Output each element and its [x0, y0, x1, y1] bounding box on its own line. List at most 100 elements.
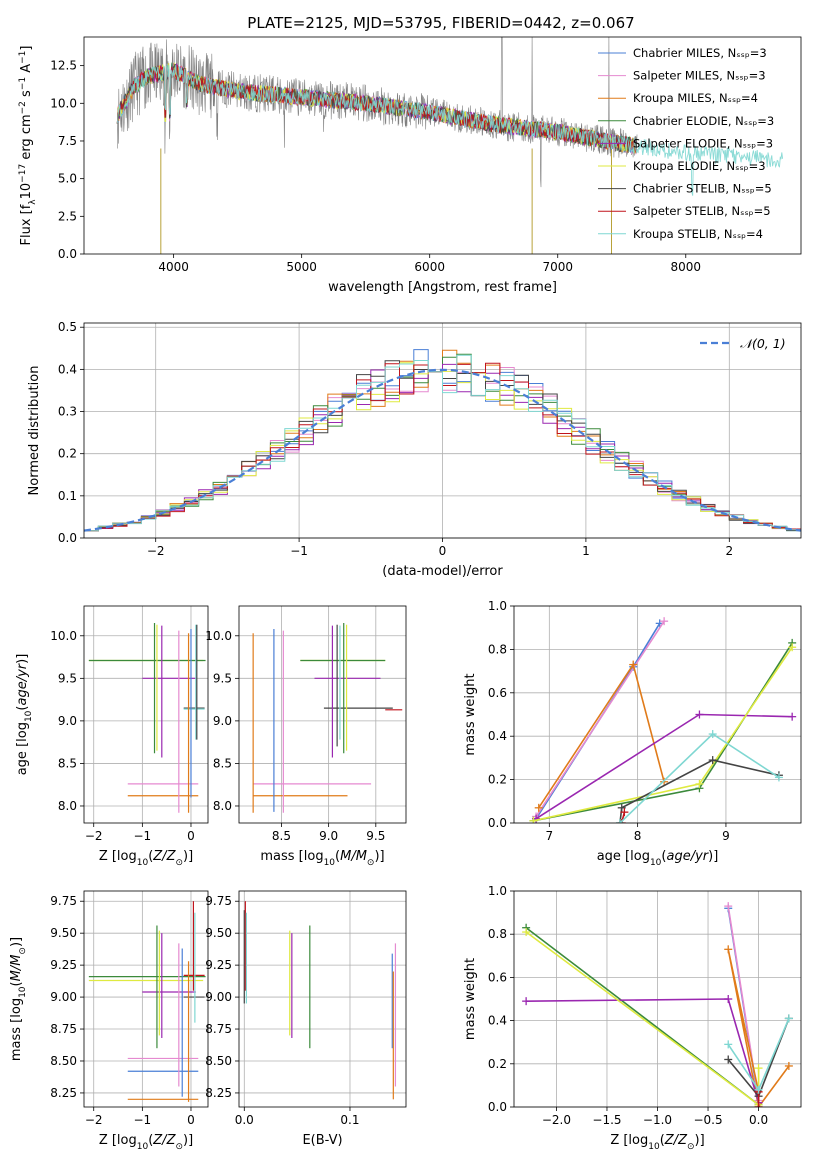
weight-vs-age-plot-area: 7 8 9 0.0 0.2 0.4 0.6 0.8 1.0 age [log10(age/yr)]…: [463, 599, 802, 868]
y-axis-label: mass [log10(M/M⊙)]: [9, 937, 28, 1061]
y-tick-label: 9.5: [213, 671, 232, 685]
label-part: )]: [9, 937, 24, 947]
label-part: 10: [24, 710, 34, 722]
x-tick-label: 2: [725, 544, 733, 558]
y-tick-label: 0.6: [488, 686, 507, 700]
label-part: erg cm: [19, 114, 34, 163]
label-part: age [log: [597, 849, 650, 864]
legend-label: Salpeter MILES, Nₛₛₚ=3: [633, 69, 766, 83]
legend-label: Chabrier STELIB, Nₛₛₚ=5: [633, 182, 772, 196]
plot-content: [529, 617, 797, 823]
y-tick-label: 0.3: [58, 405, 77, 419]
mass-vs-ebv-plot-area: 0.0 0.1 8.25 8.50 8.75 9.00 9.25 9.50 9.75 E(B-V): [205, 890, 407, 1148]
histogram-legend: 𝒩(0, 1): [700, 336, 786, 351]
y-axis-label: mass weight: [463, 958, 478, 1040]
y-tick-label: 8.50: [205, 1054, 232, 1068]
histogram-plot-area: −2 −1 0 1 2 0.0 0.1 0.2 0.3 0.4 0.5 (data-model)/er…: [27, 320, 802, 579]
spectrum-title: PLATE=2125, MJD=53795, FIBERID=0442, z=0…: [247, 14, 634, 32]
y-tick-label: 9.00: [50, 990, 77, 1004]
y-tick-label: 8.0: [213, 799, 232, 813]
label-part: )]: [15, 654, 30, 664]
y-tick-label: 0.2: [488, 773, 507, 787]
y-tick-label: 9.75: [50, 894, 77, 908]
y-tick-label: 9.25: [205, 958, 232, 972]
age-vs-Z-panel: −2 −1 08.08.59.09.510.0Z [log10(Z/Z⊙)]age …: [15, 605, 209, 868]
x-tick-label: 0.0: [749, 1113, 768, 1127]
y-tick-label: 0.5: [58, 320, 77, 334]
label-part: (: [148, 1133, 153, 1148]
y-tick-label: 7.5: [58, 134, 77, 148]
y-tick-label: 9.0: [58, 714, 77, 728]
label-part: (: [661, 849, 666, 864]
y-tick-label: 0.6: [488, 970, 507, 984]
label-part: Z/Z: [152, 849, 176, 864]
label-part: )]: [374, 849, 384, 864]
plot-content: [252, 623, 403, 813]
label-part: 10: [18, 986, 28, 998]
y-tick-label: 0.4: [488, 1014, 507, 1028]
age-vs-mass-plot-area: 8.5 9.0 9.5 8.0 8.5 9.0 9.5 10.0 mass [log10(M/M…: [205, 605, 407, 868]
spectrum-plot-area: 4000 5000 6000 7000 8000 0.0 2.5 5.0 7.5 10.0 12.5…: [18, 36, 802, 295]
x-tick-label: 9.5: [366, 829, 385, 843]
axes-frame: [83, 605, 209, 824]
y-tick-label: 2.5: [58, 209, 77, 223]
label-part: 10: [650, 858, 662, 868]
x-axis-label: E(B-V): [302, 1133, 342, 1148]
x-tick-label: 0: [187, 1113, 195, 1127]
y-tick-label: 0.2: [58, 447, 77, 461]
plot-content: [88, 901, 206, 1102]
x-axis-label: wavelength [Angstrom, rest frame]: [328, 280, 557, 295]
y-tick-label: 1.0: [488, 599, 507, 613]
label-part: (: [148, 849, 153, 864]
label-part: M/M: [340, 849, 367, 864]
y-tick-label: 0.8: [488, 927, 507, 941]
weight-vs-age-panel: 7 8 9 0.0 0.2 0.4 0.6 0.8 1.0 age [log10(age/yr)]…: [463, 599, 802, 868]
x-tick-label: −2: [85, 829, 103, 843]
label-part: −1: [18, 77, 28, 90]
weight-line: [535, 713, 793, 820]
weight-line: [727, 949, 790, 1107]
y-tick-label: 9.25: [50, 958, 77, 972]
y-tick-label: 0.1: [58, 489, 77, 503]
label-part: (: [335, 849, 340, 864]
mass-vs-Z-panel: −2 −1 08.258.508.759.009.259.509.75Z [log1…: [9, 890, 209, 1152]
y-tick-label: 8.75: [50, 1022, 77, 1036]
label-part: 10: [648, 1142, 660, 1152]
x-tick-label: 8000: [670, 260, 701, 274]
y-tick-label: 12.5: [50, 59, 77, 73]
x-tick-label: 9.0: [319, 829, 338, 843]
label-part: mass [log: [260, 849, 323, 864]
label-part: A: [19, 64, 34, 77]
model-spectrum-line: [116, 63, 784, 196]
y-tick-label: 8.25: [50, 1086, 77, 1100]
axes-frame: [83, 890, 209, 1108]
label-part: Flux [f: [19, 204, 34, 245]
label-part: ⊙: [175, 1142, 183, 1152]
label-part: −17: [18, 164, 28, 183]
spectrum-panel: PLATE=2125, MJD=53795, FIBERID=0442, z=0…: [18, 14, 802, 295]
weight-line: [526, 998, 760, 1103]
y-tick-label: 0.8: [488, 642, 507, 656]
label-part: 10: [324, 858, 336, 868]
x-tick-label: 6000: [414, 260, 445, 274]
x-tick-label: −1: [290, 544, 308, 558]
label-part: ]: [19, 46, 34, 51]
age-vs-Z-plot-area: −2 −1 08.08.59.09.510.0Z [log10(Z/Z⊙)]age …: [15, 605, 209, 868]
label-part: )]: [708, 849, 718, 864]
x-tick-label: −0.5: [693, 1113, 722, 1127]
age-vs-mass-panel: 8.5 9.0 9.5 8.0 8.5 9.0 9.5 10.0 mass [log10(M/M…: [205, 605, 407, 868]
y-tick-label: 0.4: [488, 729, 507, 743]
label-part: s: [19, 90, 34, 101]
label-part: )]: [695, 1133, 705, 1148]
label-part: age [log: [15, 722, 30, 775]
x-tick-label: −2: [147, 544, 165, 558]
legend-label: Kroupa ELODIE, Nₛₛₚ=3: [633, 159, 766, 173]
y-tick-label: 0.0: [488, 1100, 507, 1114]
y-tick-label: 9.50: [205, 926, 232, 940]
x-tick-label: −1.5: [592, 1113, 621, 1127]
x-tick-label: 9: [722, 829, 730, 843]
plot-content: [522, 902, 793, 1107]
weight-line: [619, 732, 780, 823]
histogram-step-line: [84, 363, 801, 532]
